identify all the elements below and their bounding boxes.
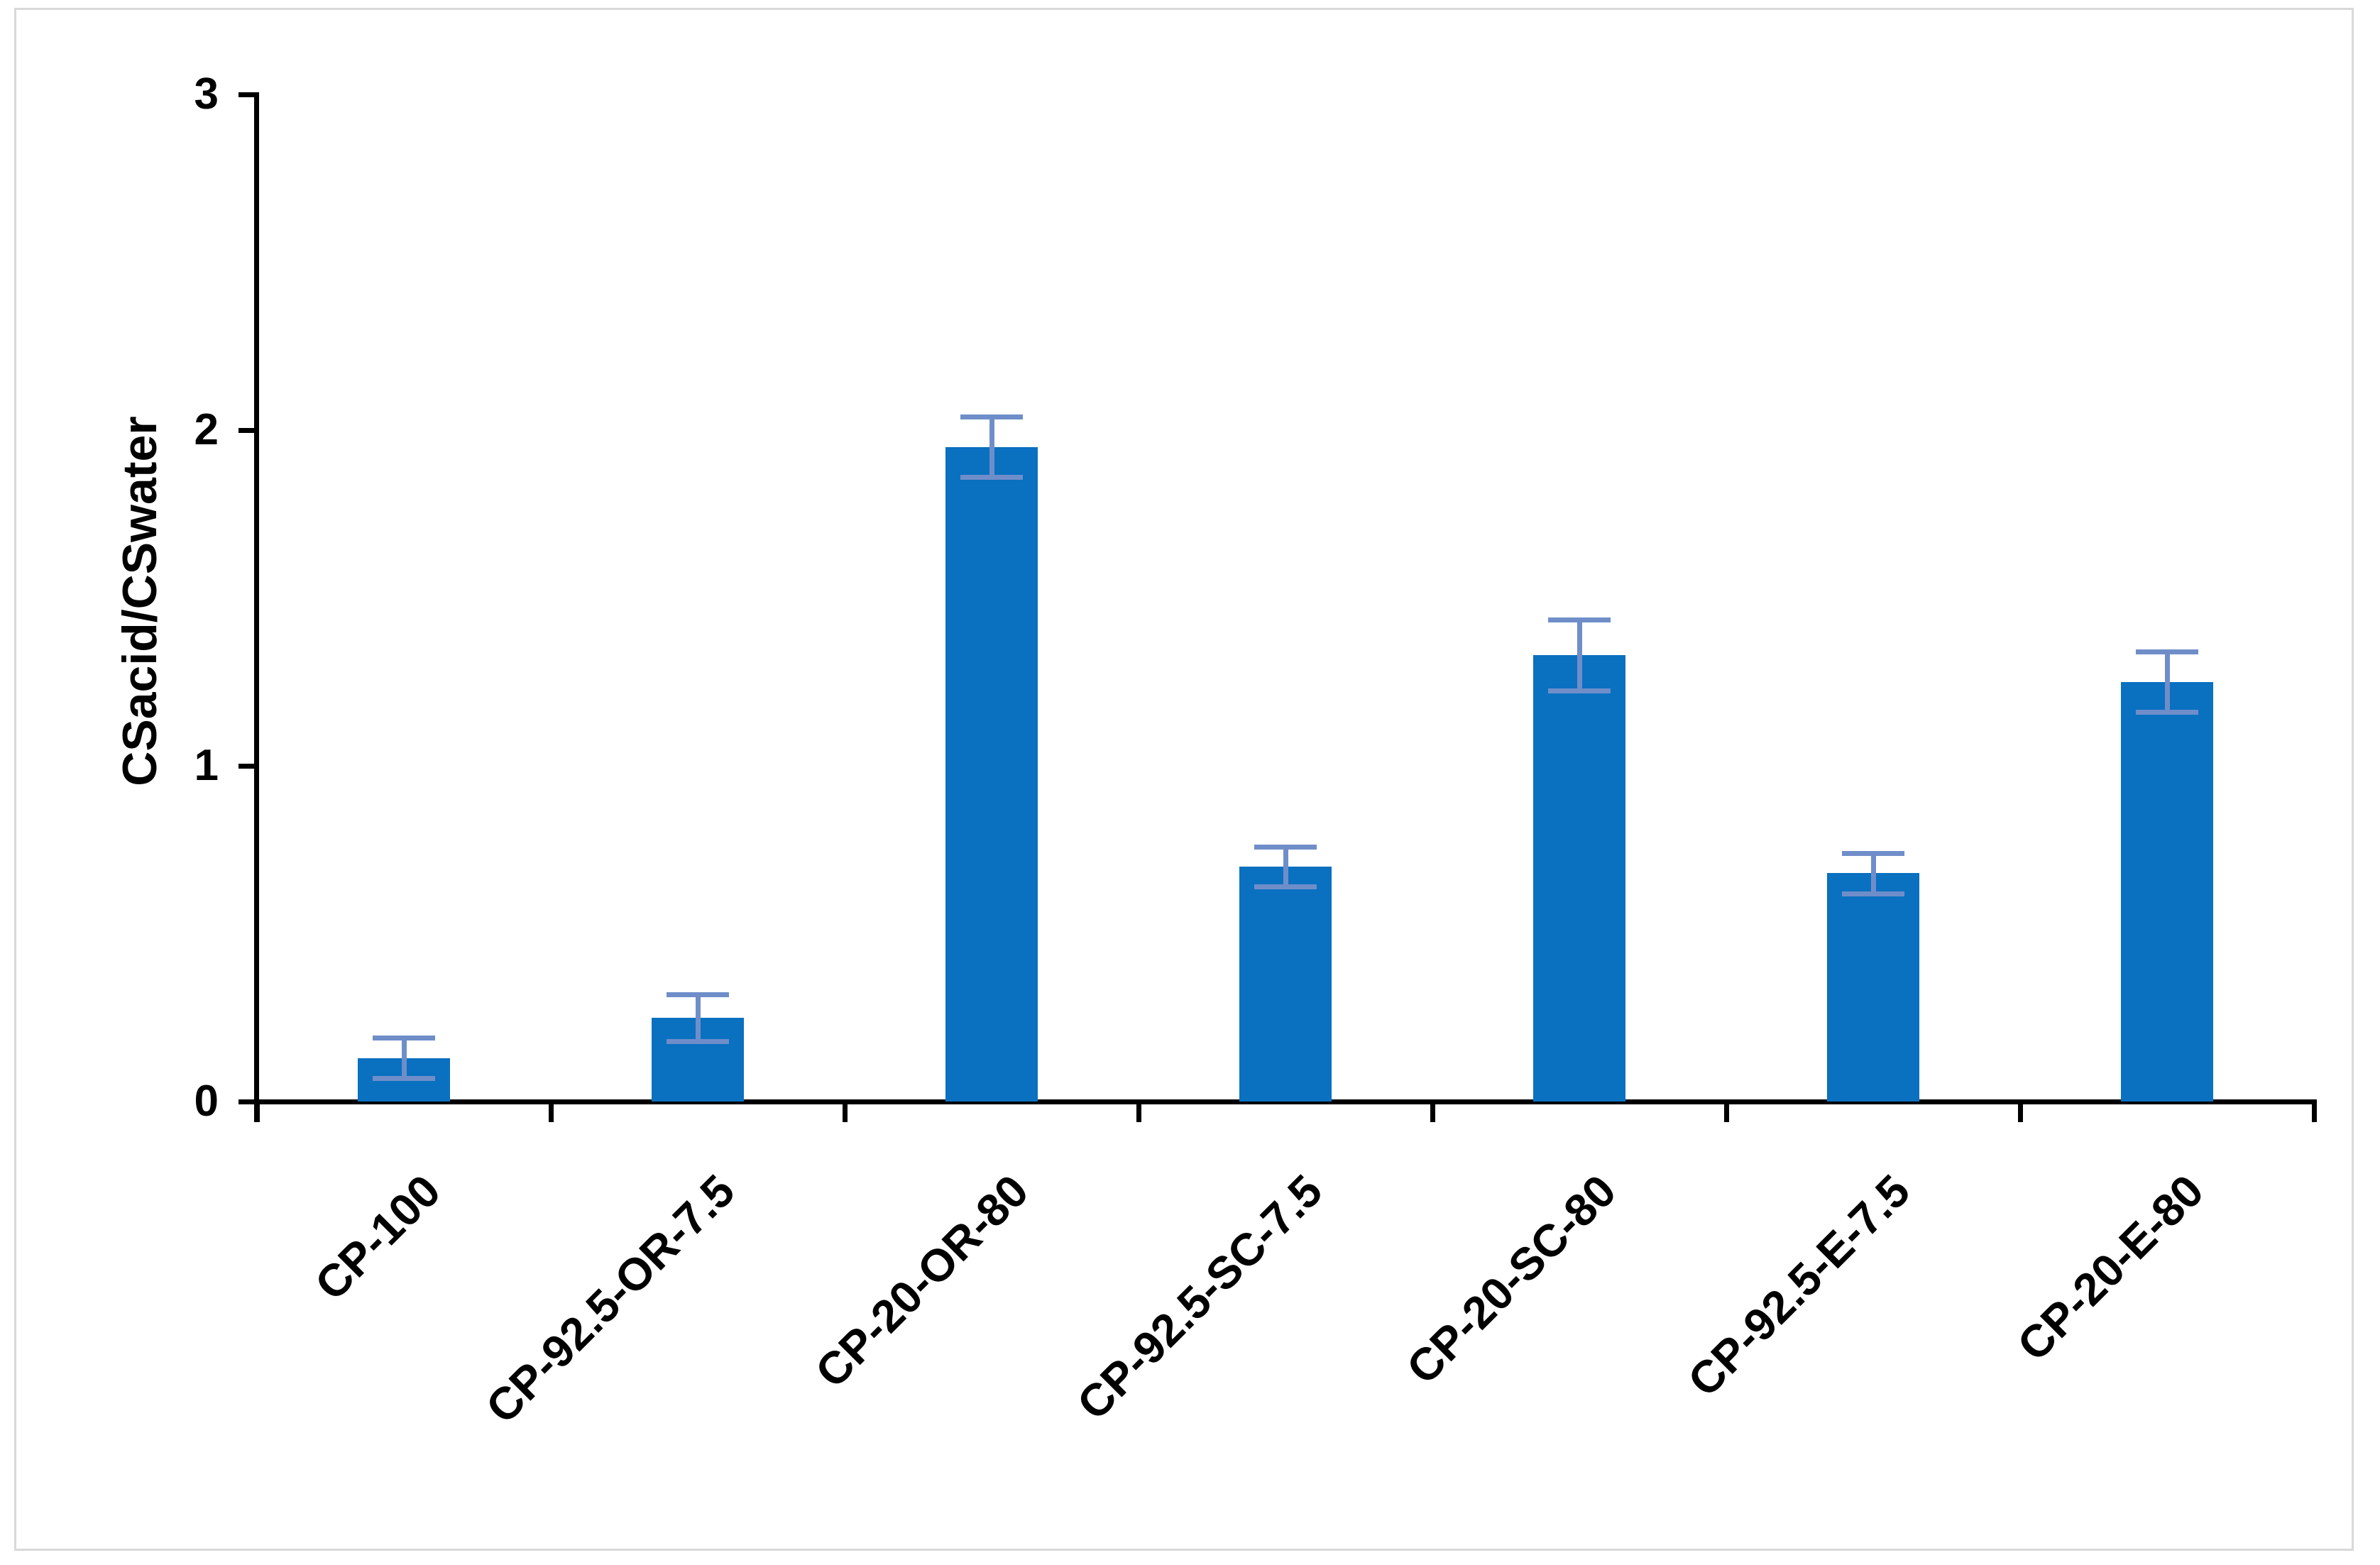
x-tick-mark <box>1136 1104 1141 1122</box>
y-tick-mark <box>238 764 257 769</box>
error-bar-line <box>1577 620 1582 691</box>
error-bar-cap-bottom <box>1842 891 1904 896</box>
x-tick-mark <box>1724 1104 1729 1122</box>
y-tick-mark <box>238 92 257 97</box>
x-category-label: CP-92.5-OR-7.5 <box>476 1165 745 1434</box>
error-bar-line <box>402 1038 407 1079</box>
error-bar-cap-bottom <box>1254 884 1317 890</box>
x-tick-mark <box>843 1104 848 1122</box>
y-tick-mark <box>238 428 257 433</box>
x-tick-mark <box>549 1104 554 1122</box>
bar <box>1827 873 1919 1102</box>
x-tick-mark <box>255 1104 260 1122</box>
bar <box>2121 682 2213 1102</box>
error-bar-cap-top <box>2136 649 2198 655</box>
error-bar-cap-bottom <box>667 1038 729 1044</box>
bar <box>1239 867 1332 1102</box>
y-tick-label: 2 <box>194 405 219 454</box>
error-bar-cap-top <box>960 414 1023 420</box>
x-category-label: CP-20-SC-80 <box>1396 1165 1626 1394</box>
error-bar-cap-top <box>1254 844 1317 850</box>
x-category-label: CP-20-E-80 <box>2007 1165 2214 1371</box>
bar <box>945 447 1038 1102</box>
y-tick-label: 0 <box>194 1077 219 1126</box>
x-category-label: CP-20-OR-80 <box>805 1165 1038 1397</box>
y-axis-line <box>254 92 259 1122</box>
error-bar-cap-bottom <box>373 1075 435 1081</box>
x-tick-mark <box>2312 1104 2317 1122</box>
error-bar-cap-top <box>1548 617 1611 623</box>
error-bar-cap-bottom <box>960 475 1023 481</box>
bar <box>1533 655 1625 1102</box>
x-axis-line <box>238 1099 2317 1104</box>
x-tick-mark <box>2018 1104 2023 1122</box>
error-bar-cap-top <box>667 992 729 997</box>
error-bar-line <box>2165 652 2170 713</box>
x-tick-mark <box>1430 1104 1435 1122</box>
x-category-label: CP-92.5-SC-7.5 <box>1067 1165 1332 1430</box>
error-bar-cap-bottom <box>2136 710 2198 715</box>
x-category-label: CP-100 <box>305 1165 451 1310</box>
error-bar-cap-bottom <box>1548 688 1611 693</box>
error-bar-cap-top <box>1842 850 1904 856</box>
error-bar-line <box>696 994 701 1041</box>
error-bar-cap-top <box>373 1036 435 1041</box>
error-bar-line <box>1871 852 1876 894</box>
error-bar-line <box>989 417 994 478</box>
x-category-label: CP-92.5-E-7.5 <box>1678 1165 1920 1407</box>
y-tick-label: 1 <box>194 741 219 790</box>
chart-area-border <box>14 8 2354 1551</box>
y-tick-label: 3 <box>194 70 219 119</box>
error-bar-line <box>1283 846 1288 887</box>
